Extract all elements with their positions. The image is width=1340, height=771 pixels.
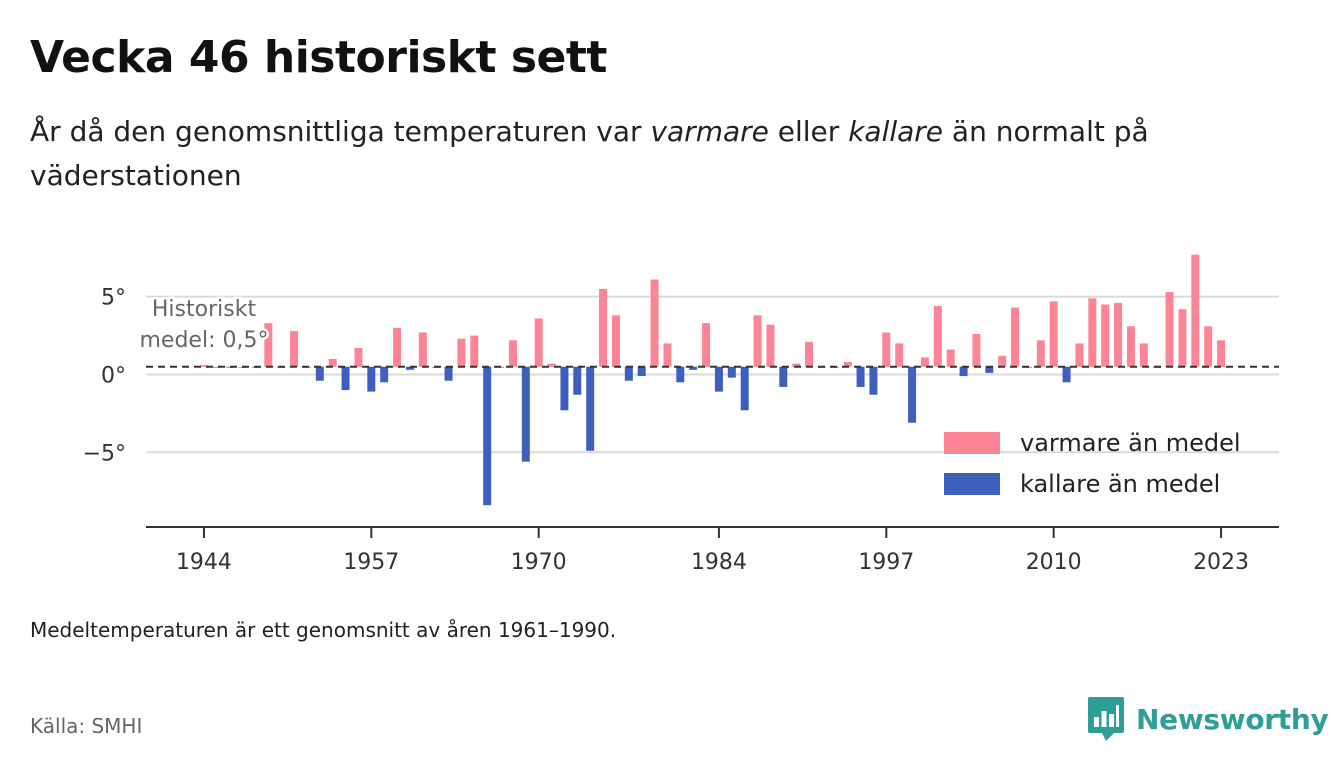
subtitle-text-1: År då den genomsnittliga temperaturen va… <box>30 115 651 148</box>
bar-warm <box>663 343 672 367</box>
bar-warm <box>599 288 608 367</box>
chart-title: Vecka 46 historiskt sett <box>30 32 607 83</box>
bar-cold <box>637 366 646 377</box>
bar-warm <box>1139 343 1148 367</box>
x-tick-label: 2023 <box>1193 550 1249 575</box>
bar-warm <box>534 318 543 367</box>
bar-warm <box>933 306 942 367</box>
bar-warm <box>1088 298 1097 367</box>
bar-warm <box>1126 326 1135 367</box>
bar-cold <box>367 366 376 392</box>
subtitle-em-warmer: varmare <box>650 115 769 148</box>
mean-annotation-line2: medel: 0,5° <box>140 328 269 353</box>
bar-cold <box>779 366 788 387</box>
bar-warm <box>895 343 904 367</box>
bar-warm <box>1178 309 1187 367</box>
bar-warm <box>1114 302 1123 367</box>
bar-warm <box>1165 292 1174 367</box>
bar-cold <box>1062 366 1071 383</box>
bar-warm <box>792 363 801 367</box>
bar-cold <box>573 366 582 395</box>
bar-cold <box>676 366 685 383</box>
bar-warm <box>766 324 775 367</box>
footnote: Medeltemperaturen är ett genomsnitt av å… <box>30 618 617 642</box>
bar-cold <box>908 366 917 423</box>
bar-cold <box>689 366 698 370</box>
bar-cold <box>586 366 595 451</box>
subtitle-em-colder: kallare <box>848 115 944 148</box>
bar-warm <box>946 349 955 367</box>
y-tick-label: −5° <box>83 441 126 466</box>
bar-warm <box>1036 340 1045 367</box>
bar-cold <box>740 366 749 411</box>
bar-warm <box>418 332 427 367</box>
bar-warm <box>1011 307 1020 367</box>
bar-warm <box>1075 343 1084 367</box>
bar-warm <box>199 365 208 367</box>
x-tick-label: 1944 <box>176 550 232 575</box>
bar-warm <box>328 358 337 367</box>
bar-cold <box>985 366 994 373</box>
legend-swatch-warm <box>944 432 1000 454</box>
bar-cold <box>341 366 350 391</box>
bar-warm <box>611 315 620 367</box>
x-tick-label: 1997 <box>858 550 914 575</box>
y-tick-label: 0° <box>101 363 126 388</box>
bar-warm <box>457 338 466 367</box>
bar-cold <box>959 366 968 377</box>
subtitle-text-3: än normalt på väderstationen <box>30 115 1149 192</box>
bar-warm <box>1204 326 1213 367</box>
bar-warm <box>547 363 556 367</box>
bar-warm <box>998 355 1007 367</box>
bar-cold <box>714 366 723 392</box>
bar-warm <box>393 327 402 367</box>
bar-cold <box>560 366 569 411</box>
bar-warm <box>264 323 273 367</box>
bar-cold <box>856 366 865 387</box>
bar-cold <box>483 366 492 506</box>
bar-cold <box>444 366 453 381</box>
bar-warm <box>753 315 762 367</box>
newsworthy-logo-icon <box>1088 697 1124 741</box>
bar-warm <box>1049 301 1058 367</box>
bar-warm <box>972 334 981 367</box>
bar-cold <box>521 366 530 462</box>
bar-warm <box>882 332 891 367</box>
newsworthy-logo[interactable]: Newsworthy <box>1088 697 1329 741</box>
bar-warm <box>354 348 363 367</box>
bar-warm <box>702 323 711 367</box>
source-credit: Källa: SMHI <box>30 714 143 738</box>
bar-warm <box>805 341 814 367</box>
legend-label-warm: varmare än medel <box>1020 429 1241 457</box>
bar-warm <box>920 357 929 367</box>
x-tick-label: 1984 <box>691 550 747 575</box>
subtitle-text-2: eller <box>768 115 849 148</box>
y-tick-label: 5° <box>101 286 126 311</box>
bar-warm <box>1101 304 1110 367</box>
bar-cold <box>727 366 736 378</box>
bar-warm <box>225 366 234 368</box>
bar-warm <box>650 279 659 367</box>
legend-swatch-cold <box>944 473 1000 495</box>
mean-annotation-line1: Historiskt <box>152 297 257 322</box>
x-tick-label: 2010 <box>1026 550 1082 575</box>
bar-warm <box>290 330 299 367</box>
bar-cold <box>869 366 878 395</box>
newsworthy-logo-text: Newsworthy <box>1136 702 1329 736</box>
x-tick-label: 1970 <box>511 550 567 575</box>
bar-cold <box>624 366 633 381</box>
bar-warm <box>843 362 852 367</box>
chart-subtitle: År då den genomsnittliga temperaturen va… <box>30 110 1260 198</box>
bar-cold <box>380 366 389 383</box>
bar-warm <box>212 366 221 368</box>
bar-warm <box>470 335 479 367</box>
bar-warm <box>1191 254 1200 367</box>
x-tick-label: 1957 <box>343 550 399 575</box>
bar-cold <box>405 366 414 370</box>
bar-warm <box>1217 340 1226 367</box>
legend-label-cold: kallare än medel <box>1020 470 1220 498</box>
bar-cold <box>315 366 324 381</box>
bar-warm <box>508 340 517 367</box>
